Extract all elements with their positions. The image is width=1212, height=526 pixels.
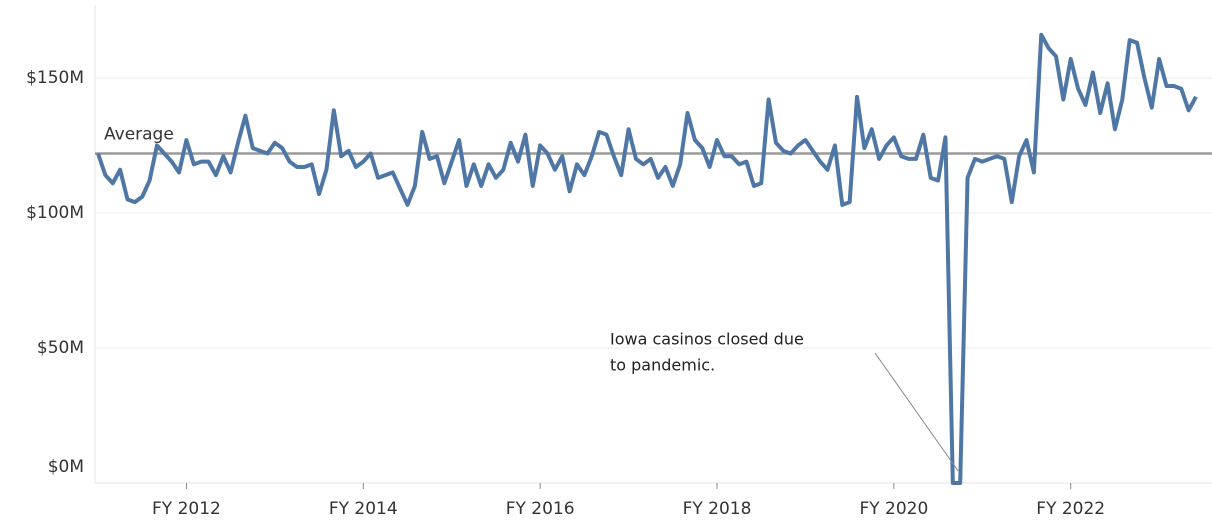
average-label: Average	[104, 125, 174, 145]
x-tick-label: FY 2014	[329, 499, 398, 519]
data-line	[96, 32, 1198, 485]
y-tick-label: $100M	[26, 203, 84, 223]
y-tick-label: $50M	[37, 338, 84, 358]
y-tick-label: $0M	[48, 457, 84, 477]
x-tick-label: FY 2022	[1036, 499, 1105, 519]
y-tick-label: $150M	[26, 68, 84, 88]
x-tick-label: FY 2012	[152, 499, 221, 519]
x-tick-label: FY 2016	[506, 499, 575, 519]
x-tick-label: FY 2020	[859, 499, 928, 519]
annotation-text: Iowa casinos closed due	[610, 330, 804, 349]
annotation-leader	[874, 352, 959, 472]
annotation-text: to pandemic.	[610, 356, 715, 375]
x-tick-label: FY 2018	[683, 499, 752, 519]
